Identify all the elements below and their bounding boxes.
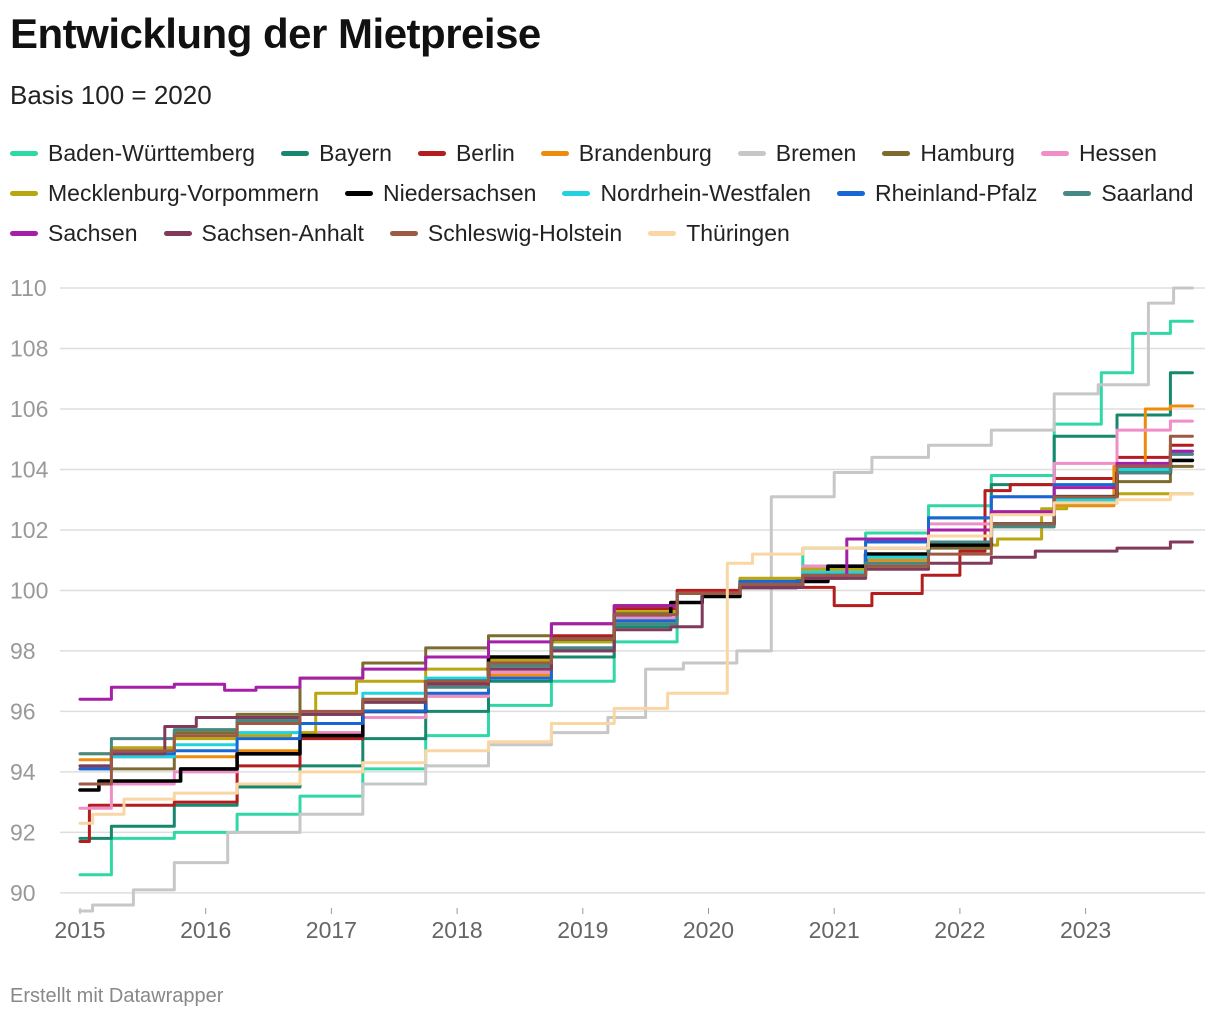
- legend-label: Brandenburg: [578, 139, 712, 166]
- series-line: [78, 443, 1194, 843]
- legend-label: Hessen: [1078, 139, 1157, 166]
- legend-item: Saarland: [1063, 178, 1193, 208]
- y-tick-label: 110: [10, 275, 47, 301]
- x-tick-label: 2018: [432, 917, 483, 943]
- legend-item: Baden-Württemberg: [10, 138, 255, 168]
- legend-item: Brandenburg: [540, 138, 712, 168]
- x-tick-label: 2019: [557, 917, 608, 943]
- legend-item: Mecklenburg-Vorpommern: [10, 178, 319, 208]
- legend-label: Sachsen: [48, 219, 138, 246]
- y-tick-label: 96: [10, 698, 36, 724]
- legend-item: Berlin: [417, 138, 515, 168]
- x-tick-label: 2017: [306, 917, 357, 943]
- series-line: [78, 452, 1194, 771]
- x-tick-label: 2020: [683, 917, 734, 943]
- series-line: [78, 492, 1194, 756]
- y-tick-label: 106: [10, 396, 48, 422]
- x-tick-label: 2021: [809, 917, 860, 943]
- legend-item: Hessen: [1040, 138, 1157, 168]
- chart-legend: Baden-Württemberg Bayern Berlin Brandenburg…: [10, 138, 1215, 248]
- legend-item: Sachsen: [10, 218, 138, 248]
- chart-subtitle: Basis 100 = 2020: [10, 80, 212, 110]
- legend-item: Thüringen: [648, 218, 790, 248]
- x-tick-label: 2023: [1060, 917, 1111, 943]
- legend-swatch: [389, 230, 418, 236]
- chart-title: Entwicklung der Mietpreise: [10, 10, 541, 57]
- legend-item: Hamburg: [882, 138, 1015, 168]
- legend-swatch: [540, 150, 569, 156]
- series-line: [78, 449, 1194, 701]
- y-tick-label: 92: [10, 819, 36, 845]
- x-tick-label: 2015: [54, 917, 105, 943]
- y-tick-label: 94: [10, 759, 36, 785]
- legend-label: Rheinland-Pfalz: [874, 179, 1038, 206]
- legend-item: Rheinland-Pfalz: [836, 178, 1038, 208]
- legend-label: Hamburg: [920, 139, 1015, 166]
- series-line: [78, 319, 1194, 877]
- legend-swatch: [10, 190, 38, 196]
- y-tick-label: 90: [10, 880, 36, 906]
- series-line: [78, 404, 1194, 762]
- legend-item: Niedersachsen: [345, 178, 536, 208]
- legend-swatch: [345, 190, 374, 196]
- legend-item: Bayern: [281, 138, 392, 168]
- y-tick-label: 104: [10, 456, 49, 482]
- legend-label: Niedersachsen: [383, 179, 537, 206]
- legend-swatch: [737, 150, 766, 156]
- legend-label: Thüringen: [686, 219, 790, 246]
- y-tick-label: 108: [10, 335, 48, 361]
- series-line: [78, 540, 1194, 768]
- x-tick-label: 2022: [934, 917, 985, 943]
- legend-item: Nordrhein-Westfalen: [562, 178, 811, 208]
- legend-swatch: [1040, 150, 1069, 156]
- line-chart: 90 92 94 96 98 100 102 104 106 108 110 2015 2016 2017…: [10, 275, 1205, 943]
- legend-label: Mecklenburg-Vorpommern: [48, 179, 320, 206]
- legend-label: Bayern: [319, 139, 392, 166]
- legend-label: Saarland: [1101, 179, 1194, 206]
- series-line: [78, 434, 1194, 786]
- legend-item: Bremen: [737, 138, 857, 168]
- x-tick-label: 2016: [180, 917, 231, 943]
- legend-label: Baden-Württemberg: [48, 139, 256, 166]
- legend-swatch: [836, 190, 865, 196]
- legend-swatch: [163, 230, 192, 236]
- legend-swatch: [1063, 190, 1092, 196]
- legend-label: Nordrhein-Westfalen: [600, 179, 811, 206]
- y-tick-label: 100: [10, 577, 48, 603]
- series-line: [78, 286, 1194, 913]
- series-line: [78, 492, 1194, 825]
- legend-swatch: [562, 190, 591, 196]
- legend-swatch: [281, 150, 310, 156]
- legend-label: Sachsen-Anhalt: [201, 219, 364, 246]
- legend-swatch: [10, 230, 38, 236]
- legend-label: Bremen: [775, 139, 857, 166]
- legend-item: Sachsen-Anhalt: [163, 218, 364, 248]
- series-line: [78, 452, 1194, 756]
- legend-label: Schleswig-Holstein: [427, 219, 623, 246]
- legend-swatch: [648, 230, 677, 236]
- legend-label: Berlin: [455, 139, 515, 166]
- legend-item: Schleswig-Holstein: [389, 218, 623, 248]
- legend-swatch: [10, 150, 38, 156]
- footer-credit: Erstellt mit Datawrapper: [10, 985, 224, 1007]
- legend-swatch: [417, 150, 446, 156]
- y-tick-label: 102: [10, 517, 48, 543]
- y-tick-label: 98: [10, 638, 36, 664]
- legend-swatch: [882, 150, 911, 156]
